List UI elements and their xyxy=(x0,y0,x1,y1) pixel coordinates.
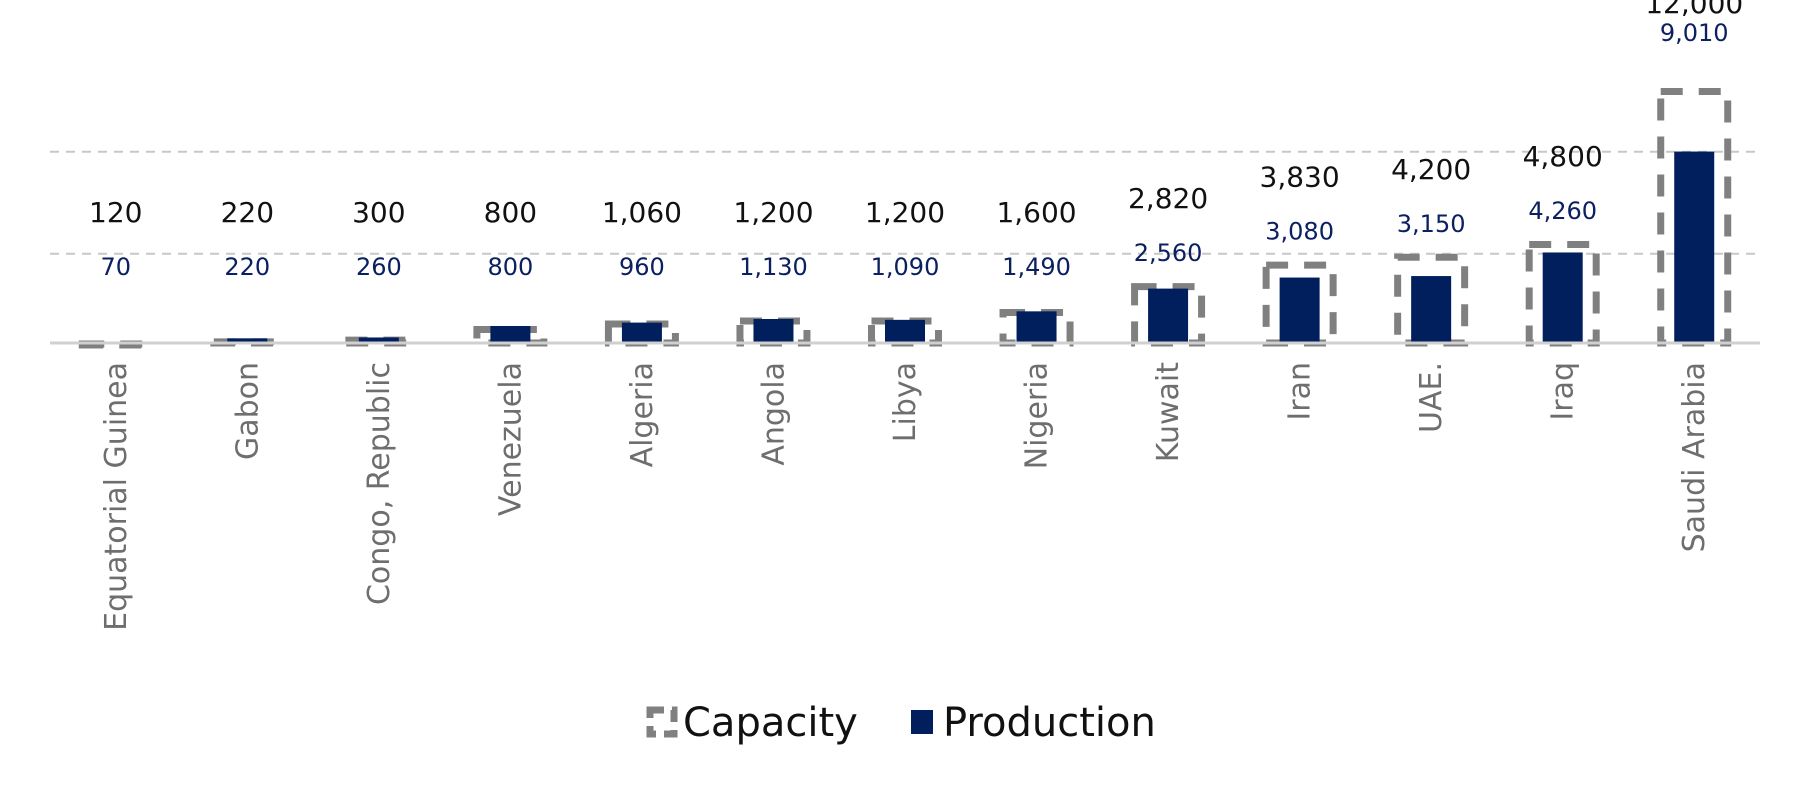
production-value-label: 960 xyxy=(619,253,665,281)
capacity-value-label: 120 xyxy=(89,196,142,229)
production-bar xyxy=(1148,288,1189,343)
capacity-value-label: 1,600 xyxy=(996,196,1076,229)
production-bar xyxy=(885,319,925,343)
data-labels: 120 70 220 220 300 260 800 800 1,060 960 1,200 1,13… xyxy=(89,0,1743,281)
production-bar xyxy=(753,318,794,343)
x-tick-label: Nigeria xyxy=(1020,362,1055,469)
capacity-value-label: 4,200 xyxy=(1391,153,1471,186)
production-value-label: 3,080 xyxy=(1265,218,1334,246)
x-tick-labels: Equatorial Guinea Gabon Congo, Republic Ven… xyxy=(99,362,1712,631)
x-tick-label: Saudi Arabia xyxy=(1677,362,1712,552)
x-tick-label: Angola xyxy=(756,362,791,466)
x-tick-label: Congo, Republic xyxy=(362,362,397,605)
production-value-label: 260 xyxy=(356,253,402,281)
capacity-value-label: 3,830 xyxy=(1260,161,1340,194)
production-bar xyxy=(1016,311,1057,343)
production-value-label: 70 xyxy=(100,253,131,281)
production-value-label: 1,130 xyxy=(739,253,808,281)
x-tick-label: Algeria xyxy=(625,362,660,467)
capacity-value-label: 300 xyxy=(352,196,405,229)
capacity-value-label: 1,200 xyxy=(733,196,813,229)
legend-swatch-production xyxy=(911,710,933,734)
production-bar xyxy=(1411,276,1452,343)
x-tick-label: Gabon xyxy=(230,362,265,460)
capacity-value-label: 2,820 xyxy=(1128,182,1208,215)
capacity-value-label: 800 xyxy=(484,196,537,229)
production-value-label: 9,010 xyxy=(1660,19,1729,47)
production-bar xyxy=(1279,277,1320,343)
x-tick-label: Iran xyxy=(1283,362,1318,421)
production-bar xyxy=(227,338,268,343)
bars xyxy=(78,88,1732,349)
capacity-value-label: 1,060 xyxy=(602,196,682,229)
x-tick-label: Kuwait xyxy=(1151,362,1186,462)
x-tick-label: Venezuela xyxy=(493,362,528,516)
legend-label-production: Production xyxy=(943,700,1156,746)
production-value-label: 220 xyxy=(224,253,270,281)
x-tick-label: Libya xyxy=(888,362,923,442)
production-value-label: 2,560 xyxy=(1134,239,1203,267)
capacity-value-label: 4,800 xyxy=(1523,140,1603,173)
production-bar xyxy=(490,326,531,343)
legend-item-production[interactable]: Production xyxy=(911,700,1156,746)
legend: Capacity Production xyxy=(646,700,1156,746)
legend-label-capacity: Capacity xyxy=(683,700,858,746)
capacity-value-label: 12,000 xyxy=(1645,0,1743,20)
production-bar xyxy=(358,337,399,343)
gridlines xyxy=(50,150,1760,255)
capacity-value-label: 1,200 xyxy=(865,196,945,229)
x-tick-label: Iraq xyxy=(1546,362,1581,421)
legend-item-capacity[interactable]: Capacity xyxy=(646,700,858,746)
production-bar xyxy=(621,322,662,343)
production-bar xyxy=(1542,252,1583,343)
x-tick-label: Equatorial Guinea xyxy=(99,362,134,631)
production-value-label: 3,150 xyxy=(1397,210,1466,238)
production-bar xyxy=(1674,151,1715,343)
production-value-label: 1,490 xyxy=(1002,253,1071,281)
production-value-label: 800 xyxy=(487,253,533,281)
legend-swatch-capacity xyxy=(646,706,678,738)
production-value-label: 4,260 xyxy=(1528,197,1597,225)
x-tick-label: UAE. xyxy=(1414,362,1449,433)
production-value-label: 1,090 xyxy=(871,253,940,281)
capacity-value-label: 220 xyxy=(221,196,274,229)
